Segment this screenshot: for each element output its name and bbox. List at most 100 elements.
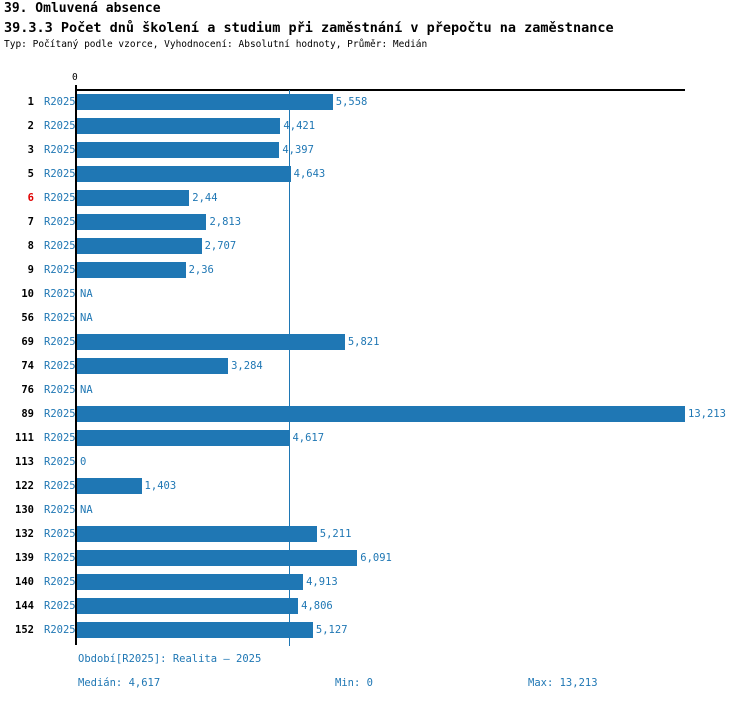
bar-value-label: 5,558: [335, 96, 368, 108]
bar[interactable]: [77, 94, 333, 110]
row-index-label: 2: [27, 120, 34, 132]
row-period-label: R2025: [44, 216, 76, 228]
bar[interactable]: [77, 622, 313, 638]
bar-value-label: 0: [80, 456, 87, 468]
table-row[interactable]: 6 R2025 2,44: [0, 186, 750, 210]
bar-value-label: 3,284: [231, 360, 263, 372]
table-row[interactable]: 132 R2025 5,211: [0, 522, 750, 546]
row-period-label: R2025: [44, 384, 76, 396]
bar-value-label: 4,643: [293, 168, 326, 180]
row-period-label: R2025: [44, 552, 76, 564]
median-reference-line: [289, 90, 291, 646]
row-index-label: 7: [27, 216, 34, 228]
row-period-label: R2025: [44, 312, 76, 324]
row-index-label: 122: [15, 480, 34, 492]
bar-value-label: 4,913: [306, 576, 338, 588]
row-period-label: R2025: [44, 360, 76, 372]
chart-subtitle: Typ: Počítaný podle vzorce, Vyhodnocení:…: [4, 39, 428, 50]
bar-value-label: 5,821: [347, 336, 380, 348]
bar-value-label: 4,421: [283, 120, 316, 132]
row-period-label: R2025: [44, 576, 76, 588]
x-axis-line: [76, 89, 685, 91]
table-row[interactable]: 1 R2025 5,558: [0, 90, 750, 114]
bar-value-label: 13,213: [688, 408, 726, 420]
table-row[interactable]: 56 R2025 NA: [0, 306, 750, 330]
bar[interactable]: [77, 598, 299, 614]
bar-value-label: 4,397: [282, 144, 314, 156]
bar[interactable]: [77, 190, 190, 206]
row-period-label: R2025: [44, 408, 76, 420]
bar-value-label: 2,44: [192, 192, 218, 204]
bar[interactable]: [77, 406, 685, 422]
bar[interactable]: [77, 262, 186, 278]
row-index-label: 69: [21, 336, 34, 348]
bar-value-label: 2,707: [204, 240, 237, 252]
row-index-label: 111: [15, 432, 34, 444]
chart-title: 39.3.3 Počet dnů školení a studium při z…: [4, 20, 614, 36]
row-index-label: 132: [15, 528, 34, 540]
row-period-label: R2025: [44, 432, 76, 444]
bar[interactable]: [77, 142, 280, 158]
row-index-label: 144: [15, 600, 34, 612]
row-period-label: R2025: [44, 288, 76, 300]
bar[interactable]: [77, 550, 358, 566]
bar[interactable]: [77, 574, 304, 590]
row-period-label: R2025: [44, 240, 76, 252]
table-row[interactable]: 69 R2025 5,821: [0, 330, 750, 354]
row-index-label: 9: [27, 264, 34, 276]
row-period-label: R2025: [44, 96, 76, 108]
table-row[interactable]: 3 R2025 4,397: [0, 138, 750, 162]
row-period-label: R2025: [44, 528, 76, 540]
legend-period: Období[R2025]: Realita – 2025: [78, 653, 262, 665]
table-row[interactable]: 140 R2025 4,913: [0, 570, 750, 594]
row-index-label: 6: [27, 192, 34, 204]
row-index-label: 152: [15, 624, 34, 636]
stat-median: Medián: 4,617: [78, 677, 161, 689]
page-title: 39. Omluvená absence: [4, 1, 161, 16]
table-row[interactable]: 8 R2025 2,707: [0, 234, 750, 258]
table-row[interactable]: 122 R2025 1,403: [0, 474, 750, 498]
bar[interactable]: [77, 214, 207, 230]
bar[interactable]: [77, 526, 317, 542]
table-row[interactable]: 10 R2025 NA: [0, 282, 750, 306]
row-period-label: R2025: [44, 504, 76, 516]
table-row[interactable]: 111 R2025 4,617: [0, 426, 750, 450]
table-row[interactable]: 5 R2025 4,643: [0, 162, 750, 186]
row-period-label: R2025: [44, 144, 76, 156]
row-period-label: R2025: [44, 336, 76, 348]
table-row[interactable]: 152 R2025 5,127: [0, 618, 750, 642]
bar[interactable]: [77, 166, 291, 182]
row-period-label: R2025: [44, 480, 76, 492]
row-index-label: 1: [27, 96, 34, 108]
table-row[interactable]: 144 R2025 4,806: [0, 594, 750, 618]
row-index-label: 113: [15, 456, 34, 468]
x-axis-tick-zero: 0: [72, 72, 78, 83]
row-period-label: R2025: [44, 600, 76, 612]
row-index-label: 76: [21, 384, 34, 396]
bar-value-label: NA: [80, 312, 93, 324]
bar-value-label: 5,211: [319, 528, 352, 540]
table-row[interactable]: 113 R2025 0: [0, 450, 750, 474]
row-index-label: 10: [21, 288, 34, 300]
stat-min: Min: 0: [335, 677, 373, 689]
row-period-label: R2025: [44, 624, 76, 636]
table-row[interactable]: 76 R2025 NA: [0, 378, 750, 402]
table-row[interactable]: 74 R2025 3,284: [0, 354, 750, 378]
table-row[interactable]: 9 R2025 2,36: [0, 258, 750, 282]
table-row[interactable]: 7 R2025 2,813: [0, 210, 750, 234]
row-period-label: R2025: [44, 168, 76, 180]
bar[interactable]: [77, 238, 202, 254]
bar-value-label: 6,091: [360, 552, 392, 564]
bar[interactable]: [77, 118, 281, 134]
bar[interactable]: [77, 358, 229, 374]
bar-value-label: 2,813: [209, 216, 242, 228]
table-row[interactable]: 89 R2025 13,213: [0, 402, 750, 426]
y-axis-zero-line: [75, 85, 77, 645]
bar[interactable]: [77, 430, 290, 446]
table-row[interactable]: 130 R2025 NA: [0, 498, 750, 522]
table-row[interactable]: 2 R2025 4,421: [0, 114, 750, 138]
bar[interactable]: [77, 334, 345, 350]
bar[interactable]: [77, 478, 142, 494]
table-row[interactable]: 139 R2025 6,091: [0, 546, 750, 570]
row-period-label: R2025: [44, 264, 76, 276]
